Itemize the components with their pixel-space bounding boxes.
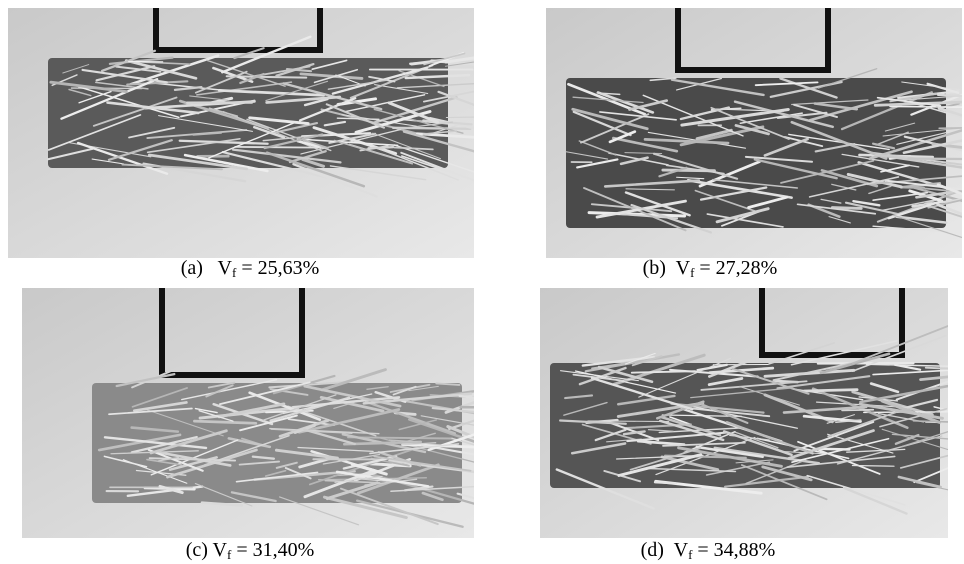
caption-label: (b) bbox=[643, 257, 666, 279]
caption: (b) Vf = 27,28% bbox=[590, 257, 830, 281]
caption-value: = 27,28% bbox=[699, 257, 777, 279]
caption-value: = 31,40% bbox=[236, 539, 314, 561]
fiber bbox=[804, 390, 857, 391]
caption: (d) Vf = 34,88% bbox=[588, 539, 828, 563]
photo bbox=[8, 8, 474, 258]
caption-value: = 25,63% bbox=[241, 257, 319, 279]
caption-symbol: V bbox=[676, 257, 690, 279]
fiber bbox=[655, 482, 676, 483]
caption-subscript: f bbox=[227, 547, 231, 562]
figure: (a) Vf = 25,63% (b) Vf = 27,28% (c) Vf =… bbox=[0, 0, 964, 564]
caption: (c) Vf = 31,40% bbox=[130, 539, 370, 563]
fiber bbox=[235, 147, 321, 148]
photo bbox=[546, 8, 962, 258]
caption-label: (a) bbox=[181, 257, 203, 279]
caption-symbol: V bbox=[218, 257, 232, 279]
fiber bbox=[446, 117, 474, 118]
photo bbox=[540, 288, 948, 538]
caption-subscript: f bbox=[688, 547, 692, 562]
caption-value: = 34,88% bbox=[697, 539, 775, 561]
fiber bbox=[369, 147, 394, 148]
fiber bbox=[842, 410, 873, 411]
caption-subscript: f bbox=[690, 265, 694, 280]
fiber bbox=[908, 159, 962, 160]
fiber bbox=[852, 465, 894, 466]
fiber bbox=[939, 128, 962, 129]
caption-label: (c) bbox=[186, 539, 208, 561]
caption: (a) Vf = 25,63% bbox=[130, 257, 370, 281]
caption-symbol: V bbox=[213, 539, 227, 561]
caption-label: (d) bbox=[641, 539, 664, 561]
photo bbox=[22, 288, 474, 538]
caption-symbol: V bbox=[674, 539, 688, 561]
caption-subscript: f bbox=[232, 265, 236, 280]
